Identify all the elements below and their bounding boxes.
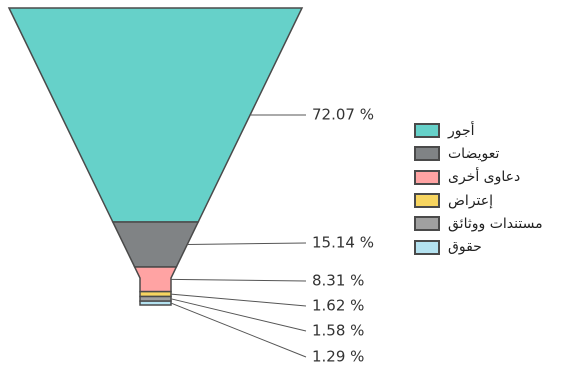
legend-swatch bbox=[414, 123, 440, 139]
leader-line bbox=[187, 242, 307, 246]
value-label: 72.07 % bbox=[312, 106, 374, 124]
legend-swatch bbox=[414, 146, 440, 162]
legend-item: أجور bbox=[414, 119, 543, 142]
leader-line bbox=[170, 278, 307, 282]
legend-item: تعويضات bbox=[414, 142, 543, 165]
legend-item: حقوق bbox=[414, 235, 543, 258]
legend-label: حقوق bbox=[448, 239, 482, 256]
legend: أجور تعويضات دعاوى أخرى إعتراض مستندات و… bbox=[414, 119, 543, 259]
value-label: 1.29 % bbox=[312, 348, 364, 366]
funnel-segment bbox=[133, 266, 178, 293]
funnel-segment bbox=[111, 221, 200, 268]
legend-swatch bbox=[414, 239, 440, 255]
legend-swatch bbox=[414, 169, 440, 185]
legend-swatch bbox=[414, 216, 440, 232]
value-label: 1.58 % bbox=[312, 322, 364, 340]
legend-label: إعتراض bbox=[448, 192, 494, 209]
leader-line bbox=[170, 302, 307, 358]
legend-item: مستندات ووثائق bbox=[414, 212, 543, 235]
funnel-segment bbox=[139, 300, 172, 306]
value-label: 15.14 % bbox=[312, 234, 374, 252]
legend-label: أجور bbox=[448, 122, 475, 139]
value-label: 1.62 % bbox=[312, 297, 364, 315]
legend-label: تعويضات bbox=[448, 145, 500, 162]
leader-line bbox=[170, 298, 307, 332]
value-label: 8.31 % bbox=[312, 272, 364, 290]
leader-line bbox=[170, 293, 307, 307]
legend-label: دعاوى أخرى bbox=[448, 169, 521, 186]
legend-item: إعتراض bbox=[414, 189, 543, 212]
legend-label: مستندات ووثائق bbox=[448, 215, 543, 232]
legend-item: دعاوى أخرى bbox=[414, 166, 543, 189]
legend-swatch bbox=[414, 193, 440, 209]
